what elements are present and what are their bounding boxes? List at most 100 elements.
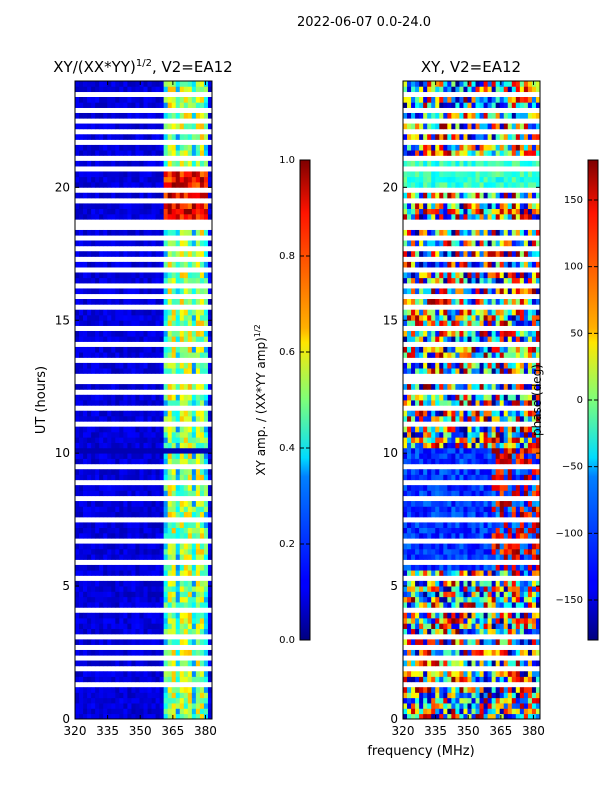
heatmap-cell: [83, 703, 88, 709]
heatmap-cell: [79, 86, 84, 93]
heatmap-cell: [199, 676, 205, 683]
heatmap-cell: [435, 240, 440, 247]
amplitude-heatmap-image: [75, 81, 212, 719]
heatmap-cell: [147, 394, 152, 401]
heatmap-cell: [171, 314, 177, 321]
heatmap-cell: [195, 623, 201, 630]
heatmap-cell: [491, 362, 497, 369]
heatmap-cell: [175, 474, 181, 481]
heatmap-cell: [155, 426, 161, 433]
heatmap-cell: [407, 501, 412, 507]
heatmap-cell: [151, 453, 156, 459]
heatmap-cell: [403, 288, 408, 295]
heatmap-cell: [119, 612, 124, 619]
heatmap-cell: [135, 352, 140, 358]
heatmap-cell: [151, 314, 156, 321]
heatmap-cell: [191, 628, 197, 635]
heatmap-cell: [183, 511, 189, 518]
heatmap-cell: [519, 649, 525, 656]
heatmap-cell: [91, 400, 96, 406]
heatmap-cell: [127, 649, 132, 656]
heatmap-cell: [191, 384, 197, 390]
heatmap-cell: [199, 144, 205, 151]
heatmap-cell: [431, 596, 436, 603]
heatmap-cell: [95, 346, 100, 353]
heatmap-cell: [87, 490, 92, 497]
heatmap-cell: [171, 649, 177, 656]
heatmap-cell: [459, 692, 464, 699]
amplitude-colorbar: 0.00.20.40.60.81.0 XY amp. / (XX*YY amp)…: [253, 155, 311, 646]
heatmap-cell: [107, 394, 112, 401]
heatmap-cell: [83, 490, 88, 497]
heatmap-cell: [203, 474, 209, 481]
heatmap-cell: [119, 368, 124, 374]
heatmap-cell: [515, 692, 521, 699]
heatmap-cell: [111, 506, 116, 513]
heatmap-cell: [191, 453, 197, 459]
heatmap-cell: [475, 426, 480, 433]
heatmap-cell: [207, 144, 212, 151]
heatmap-cell: [75, 437, 80, 443]
heatmap-cell: [131, 102, 136, 108]
heatmap-cell: [479, 506, 484, 513]
heatmap-cell: [139, 692, 144, 699]
heatmap-cell: [167, 687, 173, 693]
heatmap-cell: [95, 485, 100, 491]
heatmap-cell: [439, 251, 444, 257]
heatmap-cell: [207, 649, 212, 656]
heatmap-cell: [179, 649, 185, 656]
heatmap-cell: [127, 447, 132, 454]
heatmap-cell: [435, 564, 440, 571]
heatmap-cell: [499, 580, 505, 587]
heatmap-cell: [423, 692, 428, 699]
heatmap-cell: [511, 511, 517, 518]
heatmap-cell: [103, 86, 108, 93]
data-gap-row: [403, 283, 540, 289]
heatmap-cell: [83, 591, 88, 598]
heatmap-cell: [131, 676, 136, 683]
heatmap-cell: [127, 362, 132, 369]
heatmap-cell: [167, 352, 173, 358]
heatmap-cell: [175, 368, 181, 374]
heatmap-cell: [203, 415, 209, 422]
heatmap-cell: [207, 86, 212, 93]
heatmap-cell: [511, 474, 517, 481]
heatmap-cell: [531, 623, 537, 630]
heatmap-cell: [147, 506, 152, 513]
heatmap-cell: [471, 346, 476, 353]
heatmap-cell: [467, 453, 472, 459]
heatmap-cell: [171, 86, 177, 93]
data-gap-row: [75, 681, 212, 688]
heatmap-cell: [155, 368, 161, 374]
heatmap-cell: [531, 384, 537, 390]
heatmap-cell: [199, 160, 205, 167]
heatmap-cell: [115, 697, 120, 704]
heatmap-cell: [439, 660, 444, 667]
heatmap-cell: [163, 400, 169, 406]
heatmap-cell: [507, 362, 513, 369]
heatmap-cell: [107, 288, 112, 295]
heatmap-cell: [115, 384, 120, 390]
heatmap-cell: [95, 586, 100, 592]
heatmap-cell: [115, 336, 120, 342]
heatmap-cell: [163, 96, 169, 103]
heatmap-cell: [503, 506, 509, 513]
heatmap-cell: [155, 713, 161, 719]
heatmap-cell: [75, 208, 80, 215]
heatmap-cell: [483, 490, 489, 497]
heatmap-cell: [451, 288, 456, 295]
heatmap-cell: [167, 591, 173, 598]
heatmap-cell: [127, 394, 132, 401]
heatmap-cell: [183, 213, 189, 220]
heatmap-cell: [179, 612, 185, 619]
heatmap-cell: [523, 330, 529, 337]
heatmap-cell: [131, 511, 136, 518]
heatmap-cell: [163, 501, 169, 507]
heatmap-cell: [171, 602, 177, 608]
heatmap-cell: [103, 330, 108, 337]
heatmap-cell: [187, 570, 193, 576]
heatmap-cell: [127, 192, 132, 199]
heatmap-cell: [475, 501, 480, 507]
heatmap-cell: [203, 442, 209, 449]
heatmap-cell: [155, 591, 161, 598]
